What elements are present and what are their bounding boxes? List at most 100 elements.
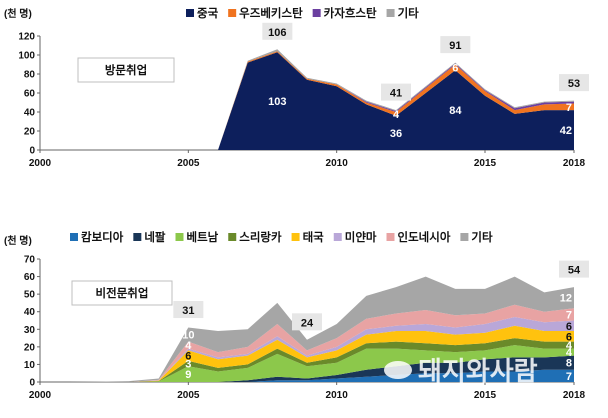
legend-item: 우즈베키스탄 [228,6,303,20]
area-series-3 [40,51,574,151]
series-value-label: 7 [566,371,572,383]
legend-label: 기타 [398,6,420,20]
x-tick-label: 2018 [563,158,586,169]
series-value-label: 3 [185,359,191,371]
y-tick-label: 20 [24,342,36,353]
series-value-label: 10 [182,330,194,342]
legend-swatch [228,9,237,17]
total-label: 91 [449,40,461,52]
legend-swatch [386,9,395,17]
y-tick-label: 40 [24,307,36,318]
y-tick-label: 80 [24,70,36,81]
x-tick-label: 2000 [29,158,52,169]
series-labels: 103 4 36 6 84 7 42 [268,62,572,140]
legend-swatch [291,233,300,241]
legend-item: 미얀마 [333,230,377,244]
series-value-label: 4 [185,340,192,352]
y-tick-label: 30 [24,325,36,336]
panel-label-box [77,57,175,83]
series-value-label: 6 [185,351,191,363]
legend-item: 인도네시아 [386,230,451,244]
total-annotations: 31 24 54 [173,260,589,331]
chart-visiting-employment: 중국 우즈베키스탄 카자흐스탄 기타 (천 명) 0 20 40 60 80 100 120 2000 2… [4,6,589,169]
y-tick-label: 0 [29,146,35,157]
area-series-8 [40,276,574,382]
total-label-box [440,36,471,54]
total-label-box [559,260,589,278]
legend: 캄보디아 네팔 베트남 스리랑카 태국 미얀마 인도네시아 기타 [70,230,493,244]
area-series-4 [40,49,574,150]
series-value-label: 12 [560,293,572,305]
series-value-label: 103 [268,96,286,108]
legend-item: 베트남 [175,230,219,244]
legend-label: 우즈베키스탄 [239,6,303,20]
legend-swatch [386,233,395,241]
total-label-box [381,83,411,101]
x-tick-label: 2010 [326,390,349,401]
series-value-label: 8 [566,358,572,370]
area-series-1 [40,52,574,151]
y-tick-label: 50 [24,290,36,301]
y-tick-label: 10 [24,360,36,371]
legend-item: 중국 [186,7,219,20]
area-series-6 [40,317,574,382]
y-tick-label: 0 [29,378,35,389]
legend-item: 네팔 [133,230,166,244]
y-tick-label: 40 [24,108,36,119]
legend-label: 기타 [471,230,493,244]
stacked-areas [40,49,574,151]
legend-item: 태국 [291,230,325,244]
legend-swatch [70,233,78,241]
series-value-label: 42 [560,125,572,137]
legend: 중국 우즈베키스탄 카자흐스탄 기타 [186,6,419,20]
legend-swatch [333,233,342,241]
series-value-label: 4 [566,347,573,359]
x-tick-label: 2018 [563,390,586,401]
total-label-box [173,301,204,319]
legend-label: 인도네시아 [398,230,451,244]
total-label-box [262,22,293,40]
chart-non-professional-employment: 캄보디아 네팔 베트남 스리랑카 태국 미얀마 인도네시아 기타 (천 명) 0 10 20 30 40 5… [4,230,589,401]
series-value-label: 84 [449,105,462,117]
total-annotations: 106 41 91 53 [262,22,589,101]
legend-label: 캄보디아 [81,230,124,244]
area-series-4 [40,338,574,382]
panel-label: 방문취업 [105,63,147,77]
total-label: 41 [390,88,402,100]
area-series-2 [40,355,574,382]
series-value-label: 6 [566,321,572,333]
legend-swatch [228,233,237,241]
total-label-box [292,313,322,331]
series-value-label: 4 [566,340,573,352]
total-label: 24 [301,317,314,329]
area-series-5 [40,325,574,382]
y-tick-label: 60 [24,89,36,100]
series-value-label: 9 [185,369,191,381]
y-tick-label: 100 [18,51,35,62]
area-series-7 [40,304,574,382]
legend-swatch [186,9,194,17]
legend-swatch [133,233,142,241]
y-tick-label: 70 [24,255,36,266]
x-tick-label: 2005 [177,390,200,401]
legend-item: 기타 [386,6,420,20]
total-label-box [559,74,589,92]
unit-label: (천 명) [4,234,32,247]
legend-label: 태국 [303,230,325,244]
legend-label: 중국 [197,7,219,20]
total-label: 53 [568,78,580,90]
x-tick-label: 2000 [29,390,52,401]
total-label: 106 [268,27,286,39]
series-value-label: 4 [393,109,400,121]
legend-item: 스리랑카 [228,230,282,244]
legend-swatch [460,233,469,241]
y-tick-label: 120 [18,32,35,43]
x-tick-label: 2015 [474,390,497,401]
unit-label: (천 명) [4,7,32,20]
legend-label: 카자흐스탄 [324,6,377,20]
series-value-label: 6 [452,62,458,74]
y-tick-label: 60 [24,272,36,283]
stacked-areas [40,276,574,382]
